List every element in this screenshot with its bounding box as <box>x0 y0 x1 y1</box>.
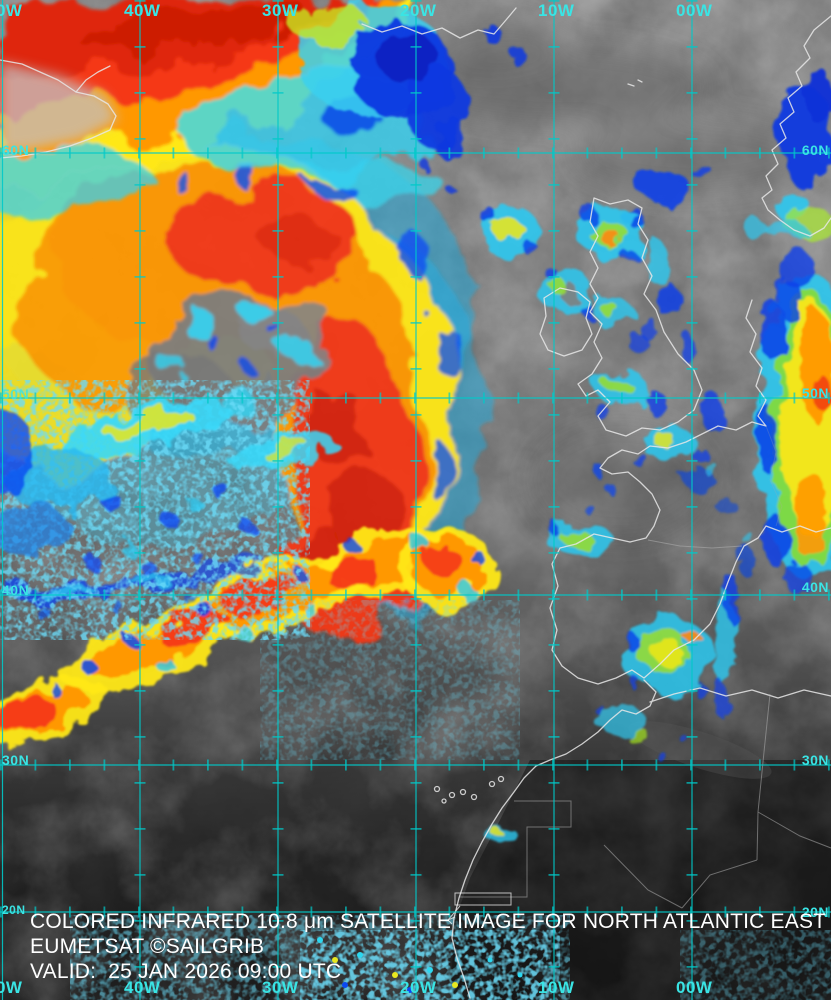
grid-label-lat-right-50n: 50N <box>801 385 829 401</box>
caption-valid-time: VALID: 25 JAN 2026 09:00 UTC <box>30 960 342 983</box>
africa-coastline <box>451 679 657 999</box>
uk-europe-cloud-specks <box>480 204 735 513</box>
grid-label-lat-left-50n: 50N <box>2 386 30 402</box>
north-africa-med-coastline <box>649 687 831 703</box>
grid-label-lon-bottom-30w: 30W <box>262 978 299 997</box>
grid-label-lat-right-40n: 40N <box>801 579 829 595</box>
bottom-speckle-dots <box>317 937 523 993</box>
continental-cloud-band <box>756 246 831 594</box>
grid-label-lon-bottom-40w: 40W <box>124 978 161 997</box>
europe-coastline <box>599 299 767 543</box>
norway-coastline <box>761 15 831 237</box>
iceland-blue-cloud <box>290 5 527 190</box>
greenland-icecap <box>0 62 118 152</box>
grid-tick-marks <box>0 147 831 918</box>
caption-attribution: EUMETSAT ©SAILGRIB <box>30 935 265 958</box>
grid-label-lat-left-30n: 30N <box>2 752 30 768</box>
grid-label-lat-right-20n: 20N <box>801 904 829 920</box>
grid-label-lon-bottom-00w: 00W <box>676 978 713 997</box>
grid-label-lat-left-60n: 60N <box>2 142 30 158</box>
country-borders <box>460 425 831 909</box>
grid-label-lat-left-40n: 40N <box>2 582 30 598</box>
iberia-morocco-cloud-specks <box>486 526 752 845</box>
grid-label-lon-top-20w: 20W <box>400 1 437 20</box>
grid-label-lat-right-60n: 60N <box>801 142 829 158</box>
cumulus-streaks <box>0 398 337 617</box>
grid-label-lon-top-30w: 30W <box>262 1 299 20</box>
grid-label-lon-top-40w: 40W <box>124 1 161 20</box>
grid-label-lon-top-00w: 00W <box>676 1 713 20</box>
grid-label-lon-top-50w: 50W <box>0 1 23 20</box>
coastlines <box>0 7 831 999</box>
britain-coastline <box>577 197 703 437</box>
caption-title: COLORED INFRARED 10.8 μm SATELLITE IMAGE… <box>30 910 827 933</box>
grid-label-lon-top-10w: 10W <box>538 1 575 20</box>
overlay-artifact-box <box>447 892 512 925</box>
grid-label-lon-bottom-20w: 20W <box>400 978 437 997</box>
ireland-coastline <box>539 287 593 357</box>
grid-label-lat-right-30n: 30N <box>801 752 829 768</box>
grid-label-lon-bottom-10w: 10W <box>538 978 575 997</box>
iberia-coastline <box>549 525 831 685</box>
iceland-coastline <box>361 7 517 39</box>
greenland-coastline <box>0 59 117 159</box>
grid-label-lat-left-20n: 20N <box>2 903 26 917</box>
grid-label-lon-bottom-50w: 50W <box>0 978 23 997</box>
